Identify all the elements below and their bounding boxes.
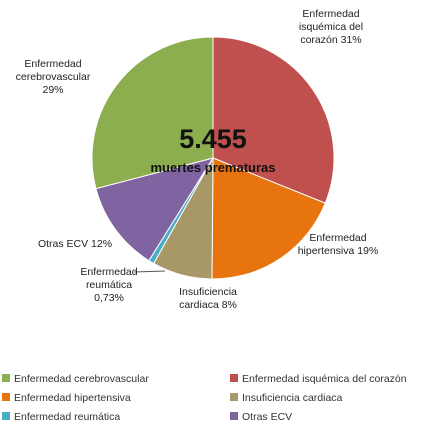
legend-label: Otras ECV xyxy=(242,411,293,423)
slice-label: Otras ECV 12% xyxy=(25,238,125,251)
slice-label-value: 12% xyxy=(91,238,113,250)
slice-label: Enfermedad hipertensiva 19% xyxy=(294,232,382,258)
slice-label-name: Insuficiencia cardiaca xyxy=(179,286,237,311)
legend-label: Enfermedad hipertensiva xyxy=(14,392,131,404)
legend-swatch xyxy=(2,374,10,382)
legend-swatch xyxy=(230,412,238,420)
slice-label-value: 31% xyxy=(340,34,362,46)
legend-swatch xyxy=(230,374,238,382)
legend-item: Otras ECV xyxy=(230,411,292,423)
pie-slice xyxy=(211,157,326,280)
slice-label: Enfermedad reumática 0,73% xyxy=(70,266,148,305)
slice-label: Insuficiencia cardiaca 8% xyxy=(165,286,251,312)
slice-label-name: Enfermedad cerebrovascular xyxy=(15,58,91,83)
center-caption: muertes prematuras xyxy=(151,160,276,175)
legend-swatch xyxy=(2,412,10,420)
legend-label: Enfermedad cerebrovascular xyxy=(14,373,149,385)
slice-label-name: Enfermedad reumática xyxy=(80,266,138,291)
slice-label-name: Otras ECV xyxy=(37,238,89,250)
pie-slice xyxy=(95,157,215,262)
leader-line xyxy=(133,270,166,273)
pie-slice xyxy=(212,36,335,204)
legend-item: Insuficiencia cardiaca xyxy=(230,392,342,404)
legend-item: Enfermedad isquémica del corazón xyxy=(230,373,407,385)
legend-item: Enfermedad hipertensiva xyxy=(2,392,131,404)
slice-label: Enfermedad cerebrovascular 29% xyxy=(4,58,102,97)
slice-label-value: 19% xyxy=(357,245,379,257)
legend-item: Enfermedad cerebrovascular xyxy=(2,373,149,385)
slice-label-value: 0,73% xyxy=(94,292,124,304)
legend-label: Insuficiencia cardiaca xyxy=(242,392,343,404)
slice-label-name: Enfermedad isquémica del corazón xyxy=(298,8,364,46)
slice-label-value: 29% xyxy=(42,84,64,96)
legend-swatch xyxy=(230,393,238,401)
slice-label-value: 8% xyxy=(221,299,237,311)
slice-label-name: Enfermedad hipertensiva xyxy=(297,232,367,257)
legend-item: Enfermedad reumática xyxy=(2,411,120,423)
center-value: 5.455 xyxy=(179,124,247,154)
legend-label: Enfermedad isquémica del corazón xyxy=(242,373,407,385)
pie-slice xyxy=(91,36,214,190)
legend-label: Enfermedad reumática xyxy=(14,411,121,423)
slice-label: Enfermedad isquémica del corazón 31% xyxy=(282,8,380,47)
legend-swatch xyxy=(2,393,10,401)
